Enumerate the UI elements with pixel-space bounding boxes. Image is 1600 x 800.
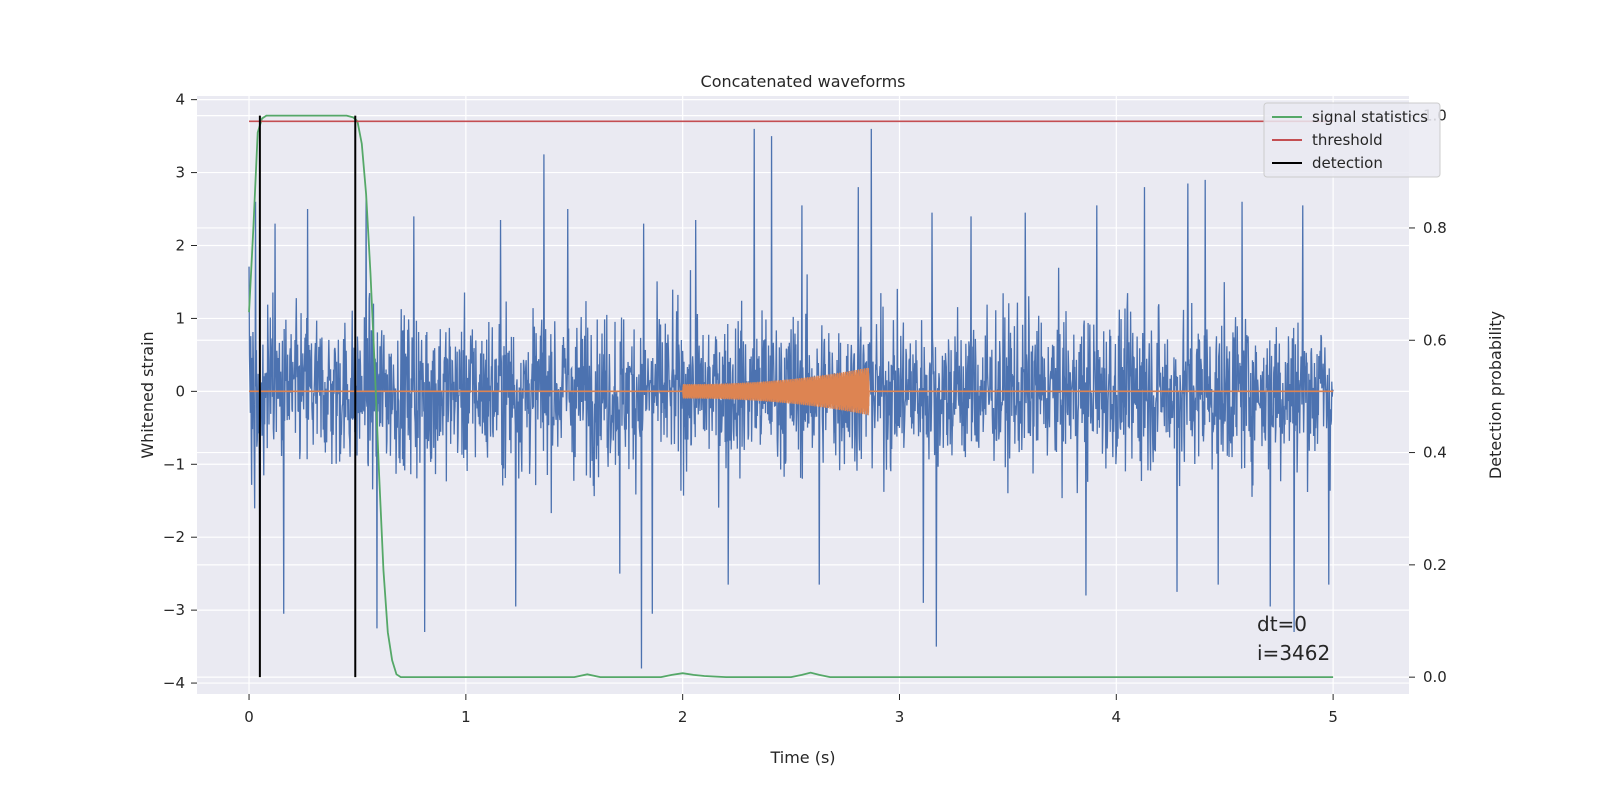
y-tick-label-right: 0.2 <box>1423 556 1447 574</box>
x-tick-label: 1 <box>461 708 471 726</box>
y-tick-label-left: 2 <box>175 237 185 255</box>
y-tick-label-right: 0.8 <box>1423 219 1447 237</box>
y-tick-label-left: −1 <box>163 455 185 473</box>
annotation-index: i=3462 <box>1257 641 1330 665</box>
x-axis-label: Time (s) <box>769 748 835 767</box>
y-tick-label-left: 1 <box>175 309 185 327</box>
chart-title: Concatenated waveforms <box>701 72 906 91</box>
legend-label-detection: detection <box>1312 154 1383 172</box>
legend: signal statistics threshold detection <box>1263 102 1441 178</box>
y-tick-label-right: 0.0 <box>1423 668 1447 686</box>
legend-label-signal-statistics: signal statistics <box>1312 108 1428 126</box>
y-tick-label-left: −4 <box>163 674 185 692</box>
x-tick-label: 2 <box>678 708 688 726</box>
x-tick-label: 0 <box>244 708 254 726</box>
y-tick-label-left: 4 <box>175 91 185 109</box>
y-axis-label-left: Whitened strain <box>138 331 157 458</box>
x-tick-label: 3 <box>895 708 905 726</box>
annotation-dt: dt=0 <box>1257 612 1307 636</box>
x-tick-label: 5 <box>1328 708 1338 726</box>
noise-series-line <box>248 128 1334 669</box>
y-tick-label-left: 3 <box>175 164 185 182</box>
y-axis-label-right: Detection probability <box>1486 311 1505 479</box>
statistics-layer <box>248 114 1334 679</box>
injected-layer <box>682 367 870 416</box>
x-tick-label: 4 <box>1112 708 1122 726</box>
noise-layer <box>248 128 1334 669</box>
signal-statistics-line <box>248 114 1334 679</box>
y-tick-label-left: −3 <box>163 601 185 619</box>
y-tick-label-right: 0.6 <box>1423 331 1447 349</box>
legend-label-threshold: threshold <box>1312 131 1383 149</box>
injected-signal-line <box>682 367 870 416</box>
y-tick-label-left: 0 <box>175 382 185 400</box>
legend-box <box>1263 102 1441 178</box>
y-tick-label-left: −2 <box>163 528 185 546</box>
y-tick-label-right: 0.4 <box>1423 444 1447 462</box>
